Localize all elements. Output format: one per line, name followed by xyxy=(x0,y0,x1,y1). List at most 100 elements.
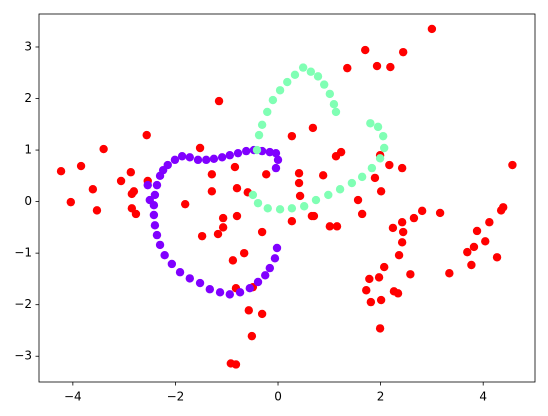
point xyxy=(347,178,357,188)
point xyxy=(245,283,255,293)
point xyxy=(145,195,154,205)
point xyxy=(485,218,494,227)
point xyxy=(257,227,267,237)
point xyxy=(313,72,323,81)
point xyxy=(143,180,152,190)
point xyxy=(273,155,283,165)
point xyxy=(343,63,352,73)
point xyxy=(386,62,395,72)
point xyxy=(298,63,308,72)
point xyxy=(287,204,297,213)
point xyxy=(131,209,141,219)
point xyxy=(378,131,388,141)
y-tick-label: −2 xyxy=(14,297,32,311)
point xyxy=(379,262,389,272)
point xyxy=(365,274,374,284)
point xyxy=(362,286,371,295)
point xyxy=(232,211,242,221)
point xyxy=(214,96,224,106)
point xyxy=(379,143,389,153)
y-tick-label: −3 xyxy=(14,349,32,363)
point xyxy=(398,47,408,57)
point xyxy=(177,152,187,161)
point xyxy=(170,155,180,165)
point xyxy=(306,67,316,76)
point xyxy=(185,153,195,162)
point xyxy=(374,273,384,282)
point xyxy=(92,206,102,215)
point xyxy=(294,169,304,178)
point xyxy=(324,190,333,200)
point xyxy=(398,227,408,237)
point xyxy=(215,288,225,297)
point xyxy=(218,213,228,223)
point xyxy=(361,45,370,55)
point xyxy=(445,269,454,278)
point xyxy=(233,148,243,158)
point xyxy=(180,199,190,209)
point xyxy=(397,163,407,173)
x-tick-label: 2 xyxy=(377,390,385,404)
point xyxy=(325,89,335,99)
point xyxy=(175,268,185,277)
point xyxy=(375,154,385,163)
point xyxy=(235,288,245,297)
point xyxy=(202,155,211,165)
y-tick-label: −1 xyxy=(14,246,32,260)
point xyxy=(232,184,242,193)
point xyxy=(126,168,136,177)
point xyxy=(76,161,86,171)
point xyxy=(254,130,264,140)
point xyxy=(248,190,258,200)
point xyxy=(375,324,385,333)
point xyxy=(207,170,217,179)
point xyxy=(508,160,517,170)
point xyxy=(388,223,398,233)
point xyxy=(149,210,159,220)
point xyxy=(409,213,419,223)
point xyxy=(397,218,407,227)
point xyxy=(257,309,267,319)
point xyxy=(225,151,235,160)
point xyxy=(142,130,151,140)
point xyxy=(218,223,228,232)
point xyxy=(209,154,219,164)
point xyxy=(335,185,345,194)
point xyxy=(271,148,281,158)
y-tick-label: 0 xyxy=(24,194,32,208)
point xyxy=(397,238,407,247)
x-tick-label: −2 xyxy=(167,390,185,404)
point xyxy=(290,70,300,80)
point xyxy=(66,197,76,207)
point xyxy=(357,209,367,219)
point xyxy=(271,163,281,173)
point xyxy=(435,208,445,218)
point xyxy=(244,306,253,315)
point xyxy=(283,77,292,87)
point xyxy=(492,253,502,262)
point xyxy=(185,274,195,283)
point xyxy=(152,230,162,240)
point xyxy=(370,173,380,183)
point xyxy=(163,160,172,170)
point xyxy=(268,95,278,105)
point xyxy=(195,143,205,153)
point xyxy=(231,360,241,369)
y-tick-label: 3 xyxy=(24,39,32,53)
point xyxy=(239,248,249,258)
point xyxy=(152,180,162,190)
point xyxy=(325,222,335,231)
point xyxy=(247,331,257,341)
point xyxy=(372,61,382,71)
point xyxy=(56,166,66,176)
plot-frame xyxy=(38,13,536,383)
point xyxy=(272,243,282,253)
point xyxy=(463,247,472,257)
point xyxy=(265,263,275,273)
point xyxy=(207,187,217,196)
x-tick-label: −4 xyxy=(64,390,82,404)
point xyxy=(205,285,215,294)
point xyxy=(319,80,329,89)
point xyxy=(242,146,251,156)
